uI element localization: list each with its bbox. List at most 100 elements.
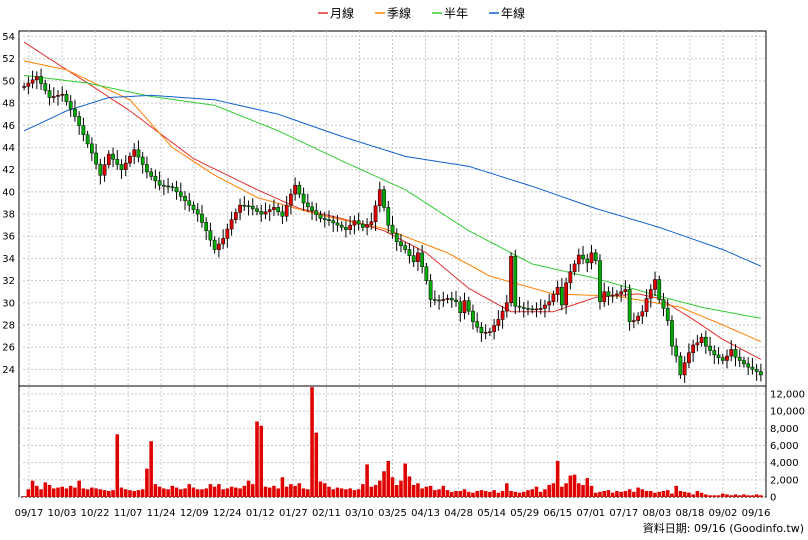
volume-bar [704,494,708,497]
volume-bar [250,484,255,497]
volume-bar [306,489,310,497]
candle-body [51,96,56,98]
candle-body [509,255,513,304]
candle-body [43,83,48,91]
candle-body [593,252,598,261]
volume-bar [90,487,94,497]
candle-body [623,289,628,292]
volume-bar [94,488,98,497]
candle-body [682,362,687,376]
volume-tick-label: 4,000 [770,458,799,469]
volume-bar [238,488,242,497]
candle-body [229,219,234,230]
volume-bar [538,491,543,497]
candle-body [687,352,691,363]
candle-body [352,220,357,226]
volume-bar [394,484,399,497]
volume-bar [547,484,551,497]
volume-bar [339,488,344,497]
candle-body [305,202,310,208]
volume-bar [22,496,26,497]
candle-body [166,185,170,188]
candle-body [217,243,221,250]
volume-bar [657,491,662,497]
volume-bar [267,487,272,497]
candle-body [39,76,43,84]
volume-bar [212,486,217,497]
candle-body [272,207,276,210]
volume-bar [327,486,331,497]
volume-bar [750,495,755,497]
volume-bar [433,490,437,497]
volume-bar [386,460,391,497]
candle-body [411,255,416,262]
volume-bar [699,492,704,497]
candle-body [610,294,615,297]
date-tick-label: 10/03 [48,508,77,519]
candle-body [754,369,759,372]
volume-bar [60,486,65,497]
volume-bar [653,492,657,497]
volume-bar [255,421,259,497]
volume-bar [378,480,382,497]
volume-bar [373,484,378,497]
volume-bar [174,487,179,497]
candle-body [30,79,35,84]
price-tick-label: 34 [2,254,15,265]
volume-bar [725,494,729,497]
candle-body [170,186,175,188]
volume-bar [674,485,678,497]
candle-body [648,289,653,299]
price-tick-label: 28 [2,320,15,331]
candle-body [263,211,268,215]
volume-bar [466,491,471,497]
volume-bar [649,490,653,497]
volume-bar [331,489,335,497]
candle-body [437,299,441,302]
candle-body [276,207,281,213]
volume-tick-label: 10,000 [770,407,805,418]
candle-body [56,95,60,97]
candle-body [145,164,149,173]
candle-body [636,315,640,321]
volume-bar [26,489,31,497]
candle-body [606,291,611,297]
candle-body [204,222,209,231]
volume-bar [280,477,285,497]
volume-bar [51,488,56,497]
date-tick-label: 01/27 [279,508,308,519]
candle-body [221,238,225,245]
candle-body [73,108,77,117]
candle-body [259,211,264,215]
candle-body [488,331,492,333]
candle-body [500,310,505,320]
volume-bar [225,488,230,497]
volume-bar [64,488,69,497]
price-tick-label: 50 [2,76,15,87]
date-tick-label: 08/03 [642,508,671,519]
volume-bar [310,387,314,497]
volume-bar [759,495,763,497]
volume-bar [513,491,518,497]
candle-body [466,300,471,312]
candle-body [720,357,725,361]
candle-body [619,291,624,295]
candle-body [674,345,679,357]
volume-bar [234,487,238,497]
candle-body [289,193,293,206]
volume-bar [555,460,560,497]
volume-tick-label: 8,000 [770,424,799,435]
volume-bar [661,490,666,497]
candle-body [432,299,437,301]
volume-bar [632,491,636,497]
date-tick-label: 03/10 [345,508,374,519]
volume-bar [445,490,450,497]
volume-bar [77,480,81,497]
candle-body [521,306,526,309]
date-tick-label: 09/16 [742,508,771,519]
candle-body [348,224,353,230]
price-tick-label: 48 [2,99,15,110]
candle-body [34,76,39,81]
volume-bar [526,490,530,497]
price-tick-label: 54 [2,32,15,43]
